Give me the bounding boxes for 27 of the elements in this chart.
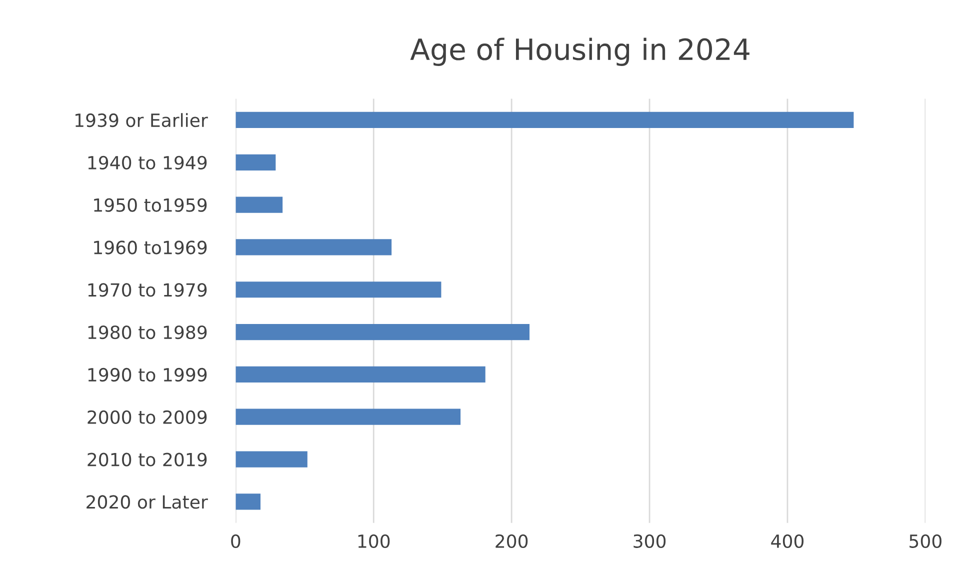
bar (236, 239, 392, 256)
y-tick-label: 1970 to 1979 (88, 283, 207, 297)
y-tick-label: 2020 or Later (86, 495, 208, 509)
bar (236, 408, 461, 425)
bar (236, 196, 283, 213)
y-tick-label: 1980 to 1989 (88, 326, 207, 340)
y-tick-label: 1939 or Earlier (76, 113, 208, 128)
y-tick-label: 1940 to 1949 (88, 156, 207, 170)
bar (236, 112, 854, 128)
bar (236, 154, 276, 170)
bar (236, 451, 308, 468)
y-tick-label: 2000 to 2009 (88, 410, 207, 424)
x-tick-label: 0 (231, 534, 240, 548)
bar (236, 282, 442, 298)
bar (236, 494, 260, 510)
bar (236, 324, 530, 340)
bar (236, 366, 486, 383)
y-tick-label: 1950 to1959 (94, 198, 207, 212)
x-tick-label: 300 (634, 534, 666, 548)
y-tick-label: 1990 to 1999 (88, 368, 207, 382)
x-tick-label: 400 (771, 534, 804, 548)
x-tick-label: 100 (358, 534, 390, 548)
x-tick-label: 500 (910, 534, 942, 548)
y-tick-label: 2010 to 2019 (88, 452, 207, 466)
y-tick-label: 1960 to1969 (94, 240, 207, 254)
chart-title: Age of Housing in 2024 (410, 38, 750, 66)
x-tick-label: 200 (496, 534, 528, 548)
